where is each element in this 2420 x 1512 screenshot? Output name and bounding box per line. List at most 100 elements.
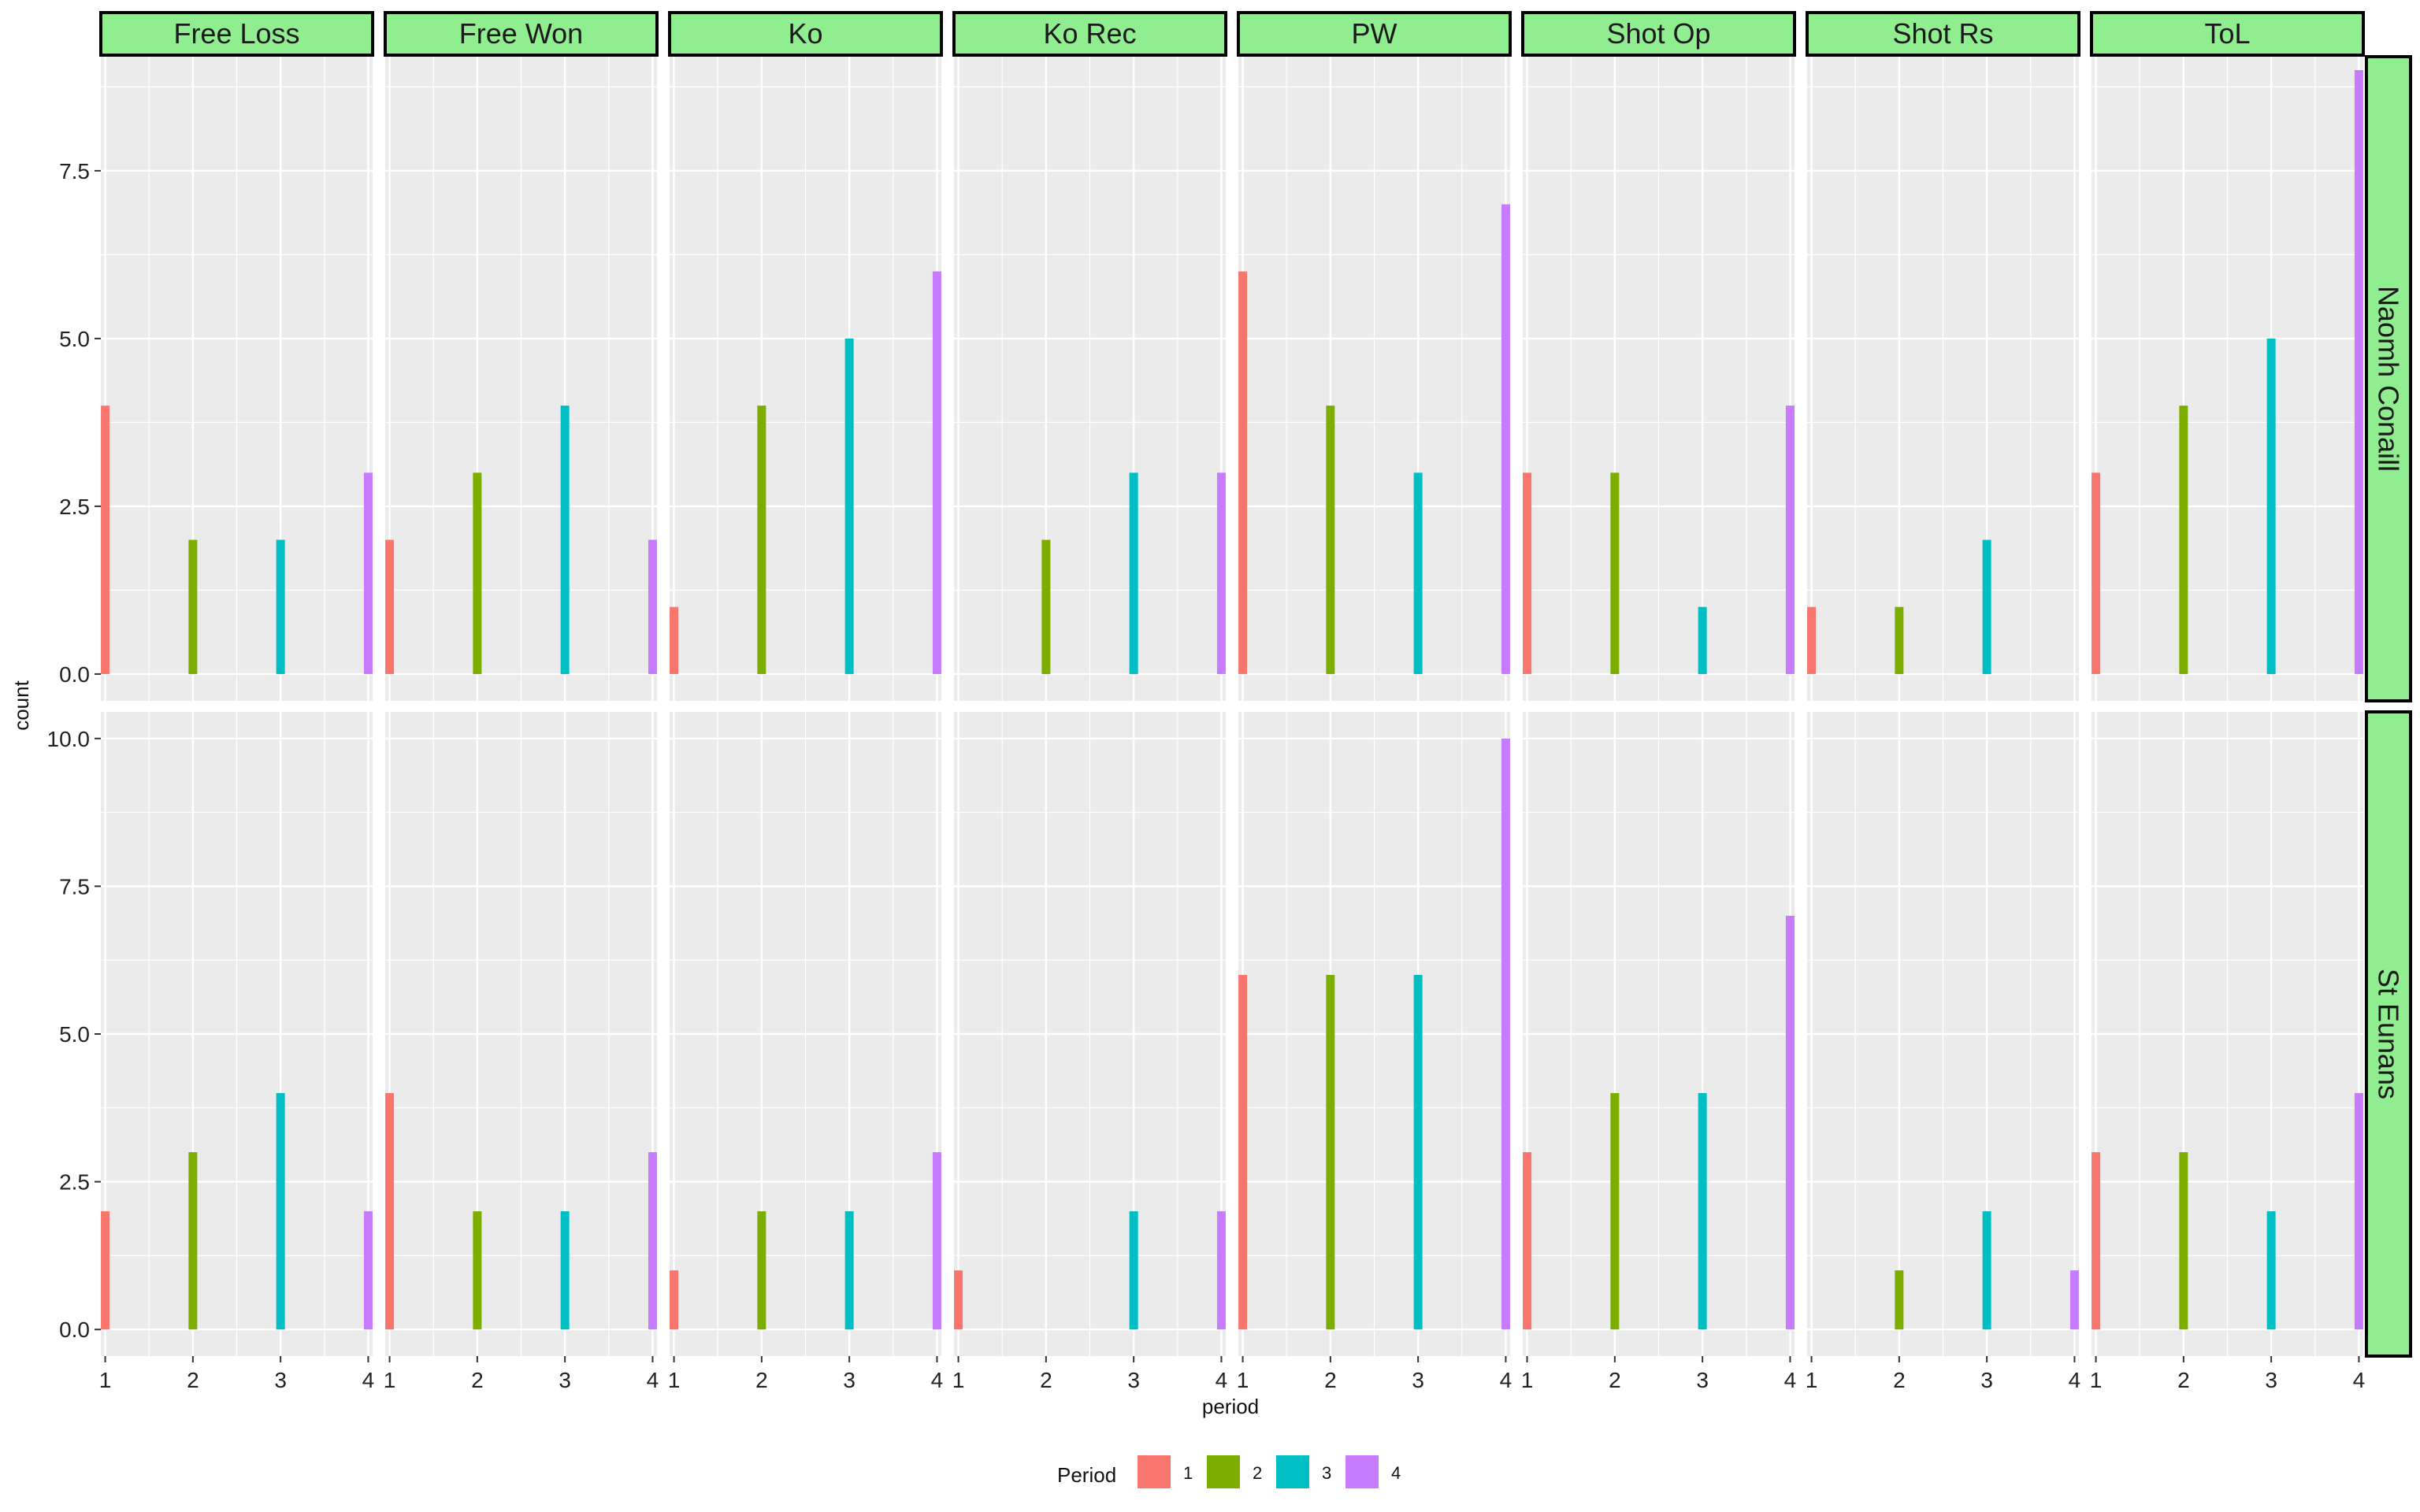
x-tick-label: 1 [1806, 1368, 1818, 1392]
panel-1-2 [670, 712, 941, 1356]
y-tick-label: 7.5 [59, 874, 90, 899]
bar-st-eunans-tol-period-4 [2354, 1093, 2363, 1330]
bar-st-eunans-free-loss-period-1 [101, 1211, 110, 1330]
column-strip-2: Ko [668, 11, 943, 57]
bar-naomh-conaill-tol-period-2 [2179, 406, 2188, 674]
x-tick-label: 3 [1980, 1368, 1993, 1392]
bar-st-eunans-shot-op-period-2 [1610, 1093, 1620, 1330]
bar-naomh-conaill-free-loss-period-1 [101, 406, 110, 674]
legend-swatch [1345, 1455, 1379, 1488]
column-strip-background [2090, 11, 2365, 57]
strip-layer: Naomh Conaill St Eunans Free Loss Free Won K… [99, 11, 2412, 1358]
panel-0-3 [954, 57, 1226, 701]
bar-naomh-conaill-shot-rs-period-1 [1807, 606, 1817, 674]
x-tick-label: 2 [1324, 1368, 1337, 1392]
row-strip-label: Naomh Conaill [2373, 286, 2405, 472]
bar-st-eunans-tol-period-3 [2266, 1211, 2276, 1330]
bar-st-eunans-shot-rs-period-3 [1982, 1211, 1991, 1330]
column-strip-background [1806, 11, 2080, 57]
legend-entry-3: 3 [1276, 1455, 1331, 1488]
bar-naomh-conaill-shot-op-period-3 [1698, 606, 1707, 674]
bar-st-eunans-free-won-period-1 [385, 1093, 395, 1330]
x-tick-label: 2 [471, 1368, 484, 1392]
bar-naomh-conaill-ko-period-4 [932, 271, 941, 674]
bar-naomh-conaill-shot-op-period-2 [1610, 472, 1620, 674]
bar-st-eunans-shot-op-period-3 [1698, 1093, 1707, 1330]
bar-naomh-conaill-ko-rec-period-4 [1216, 472, 1226, 674]
legend-swatch [1276, 1455, 1309, 1488]
bar-naomh-conaill-free-loss-period-4 [363, 472, 373, 674]
bar-st-eunans-ko-rec-period-4 [1216, 1211, 1226, 1330]
panel-1-3 [954, 712, 1226, 1356]
column-strip-5: Shot Op [1521, 11, 1796, 57]
panel-0-6 [1807, 57, 2079, 701]
x-tick-label: 3 [559, 1368, 571, 1392]
column-strip-background [952, 11, 1227, 57]
bar-st-eunans-ko-rec-period-1 [954, 1270, 963, 1330]
x-tick-label: 4 [1500, 1368, 1512, 1392]
bar-st-eunans-free-loss-period-3 [276, 1093, 285, 1330]
x-tick-label: 1 [668, 1368, 681, 1392]
bar-naomh-conaill-free-loss-period-3 [276, 539, 285, 674]
bar-st-eunans-tol-period-1 [2092, 1152, 2101, 1330]
row-strip-0: Naomh Conaill [2365, 55, 2412, 702]
row-strip-label: St Eunans [2373, 969, 2405, 1099]
bar-naomh-conaill-ko-rec-period-2 [1041, 539, 1051, 674]
legend: Period 1 2 3 4 [1057, 1455, 1401, 1488]
y-tick-label: 10.0 [47, 727, 91, 751]
legend-label: 3 [1322, 1463, 1331, 1483]
x-tick-label: 1 [99, 1368, 112, 1392]
y-tick-label: 2.5 [59, 1170, 90, 1195]
column-strip-1: Free Won [384, 11, 659, 57]
legend-entry-2: 2 [1207, 1455, 1262, 1488]
column-strip-background [384, 11, 659, 57]
x-tick-label: 1 [952, 1368, 965, 1392]
row-strip-background [2365, 55, 2412, 702]
bar-naomh-conaill-free-won-period-1 [385, 539, 395, 674]
x-tick-label: 4 [2069, 1368, 2081, 1392]
y-tick-label: 0.0 [59, 1317, 90, 1342]
bar-naomh-conaill-ko-period-2 [757, 406, 766, 674]
x-tick-label: 4 [1216, 1368, 1228, 1392]
row-strip-background [2365, 710, 2412, 1358]
bar-st-eunans-shot-rs-period-4 [2069, 1270, 2079, 1330]
bar-naomh-conaill-ko-rec-period-3 [1129, 472, 1138, 674]
bar-naomh-conaill-free-won-period-4 [648, 539, 657, 674]
bar-naomh-conaill-pw-period-4 [1501, 204, 1510, 674]
column-strip-6: Shot Rs [1806, 11, 2080, 57]
bar-naomh-conaill-tol-period-3 [2266, 338, 2276, 674]
legend-label: 1 [1183, 1463, 1193, 1483]
column-strip-7: ToL [2090, 11, 2365, 57]
bar-st-eunans-free-won-period-2 [473, 1211, 482, 1330]
panel-0-4 [1238, 57, 1510, 701]
bar-naomh-conaill-shot-rs-period-2 [1895, 606, 1904, 674]
x-axis-title: period [1202, 1395, 1259, 1418]
x-tick-label: 3 [274, 1368, 287, 1392]
panel-layer [101, 57, 2363, 1356]
bar-st-eunans-free-loss-period-2 [188, 1152, 198, 1330]
x-tick-label: 2 [1040, 1368, 1052, 1392]
panel-1-6 [1807, 712, 2079, 1356]
x-tick-label: 2 [1609, 1368, 1621, 1392]
bar-st-eunans-ko-period-2 [757, 1211, 766, 1330]
bar-naomh-conaill-shot-op-period-4 [1785, 406, 1795, 674]
bar-naomh-conaill-free-loss-period-2 [188, 539, 198, 674]
x-tick-label: 2 [2177, 1368, 2190, 1392]
y-tick-label: 7.5 [59, 159, 90, 183]
column-strip-label: Free Loss [173, 17, 299, 50]
column-strip-label: ToL [2204, 17, 2250, 50]
column-strip-label: PW [1352, 17, 1397, 50]
bar-st-eunans-shot-op-period-1 [1523, 1152, 1532, 1330]
x-tick-label: 4 [1784, 1368, 1797, 1392]
legend-entry-1: 1 [1138, 1455, 1193, 1488]
bar-naomh-conaill-free-won-period-3 [560, 406, 570, 674]
bar-naomh-conaill-pw-period-3 [1413, 472, 1423, 674]
bar-naomh-conaill-pw-period-1 [1238, 271, 1248, 674]
x-tick-label: 1 [1521, 1368, 1534, 1392]
column-strip-label: Ko Rec [1043, 17, 1136, 50]
bar-naomh-conaill-tol-period-1 [2092, 472, 2101, 674]
column-strip-background [1237, 11, 1512, 57]
bar-naomh-conaill-free-won-period-2 [473, 472, 482, 674]
x-tick-label: 2 [1893, 1368, 1906, 1392]
